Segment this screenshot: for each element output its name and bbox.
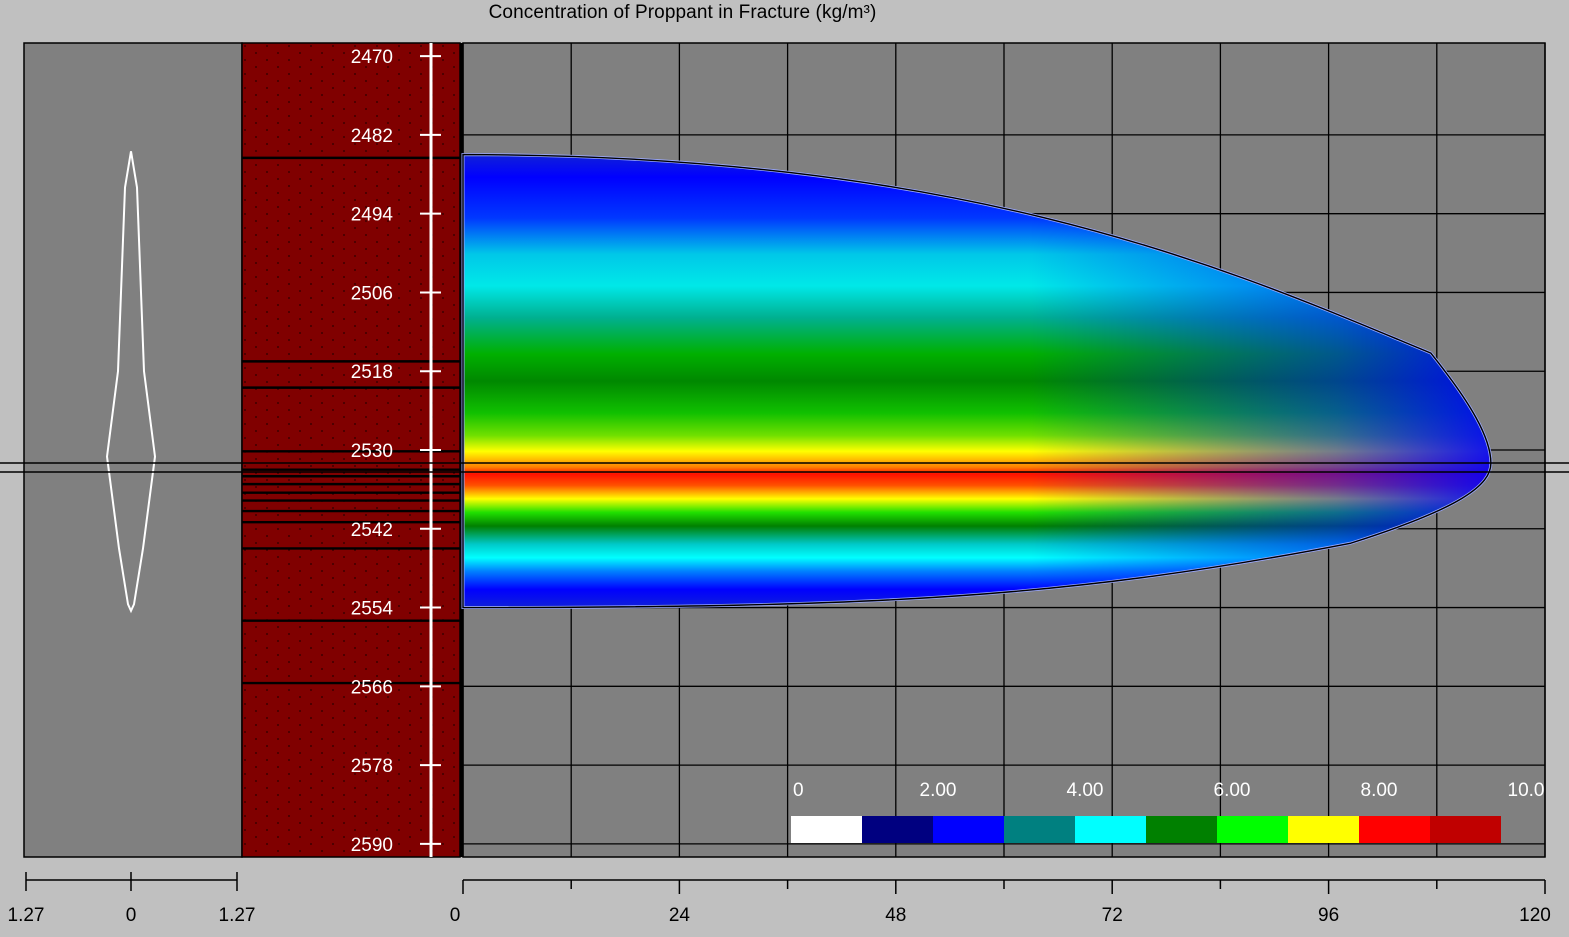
width-axis-label: 1.27 [8, 905, 45, 926]
depth-tick-label: 2470 [351, 47, 393, 68]
colorbar-swatch [862, 816, 933, 843]
width-axis-label: 1.27 [219, 905, 256, 926]
colorbar-swatch [933, 816, 1004, 843]
width-axis-label: 0 [126, 905, 137, 926]
depth-tick-label: 2578 [351, 756, 393, 777]
colorbar-label: 0 [793, 780, 804, 801]
depth-tick-label: 2542 [351, 520, 393, 541]
colorbar-label: 10.0 [1508, 780, 1545, 801]
colorbar-label: 8.00 [1361, 780, 1398, 801]
colorbar-swatch [1359, 816, 1430, 843]
depth-tick-label: 2482 [351, 126, 393, 147]
depth-tick-label: 2590 [351, 835, 393, 856]
length-axis-label: 72 [1102, 905, 1123, 926]
length-axis-label: 96 [1318, 905, 1339, 926]
chart-title: Concentration of Proppant in Fracture (k… [488, 2, 877, 23]
colorbar-swatch [1146, 816, 1217, 843]
depth-tick-label: 2530 [351, 441, 393, 462]
length-axis-label: 24 [669, 905, 691, 926]
depth-tick-label: 2518 [351, 362, 393, 383]
colorbar-swatch [1288, 816, 1359, 843]
colorbar-swatch [791, 816, 862, 843]
colorbar-label: 6.00 [1214, 780, 1251, 801]
colorbar-label: 2.00 [920, 780, 957, 801]
fracture-width-profile [105, 151, 157, 614]
depth-tick-label: 2566 [351, 677, 393, 698]
colorbar-swatch [1430, 816, 1501, 843]
depth-tick-label: 2554 [351, 599, 394, 620]
depth-tick-label: 2494 [351, 205, 394, 226]
colorbar-label: 4.00 [1067, 780, 1104, 801]
length-axis-label: 120 [1519, 905, 1551, 926]
length-axis-label: 48 [885, 905, 906, 926]
colorbar-swatch [1004, 816, 1075, 843]
fracture-tip-fade [463, 154, 1491, 608]
colorbar-swatch [1217, 816, 1288, 843]
depth-tick-label: 2506 [351, 283, 393, 304]
colorbar-swatch [1075, 816, 1146, 843]
length-axis-label: 0 [450, 905, 461, 926]
